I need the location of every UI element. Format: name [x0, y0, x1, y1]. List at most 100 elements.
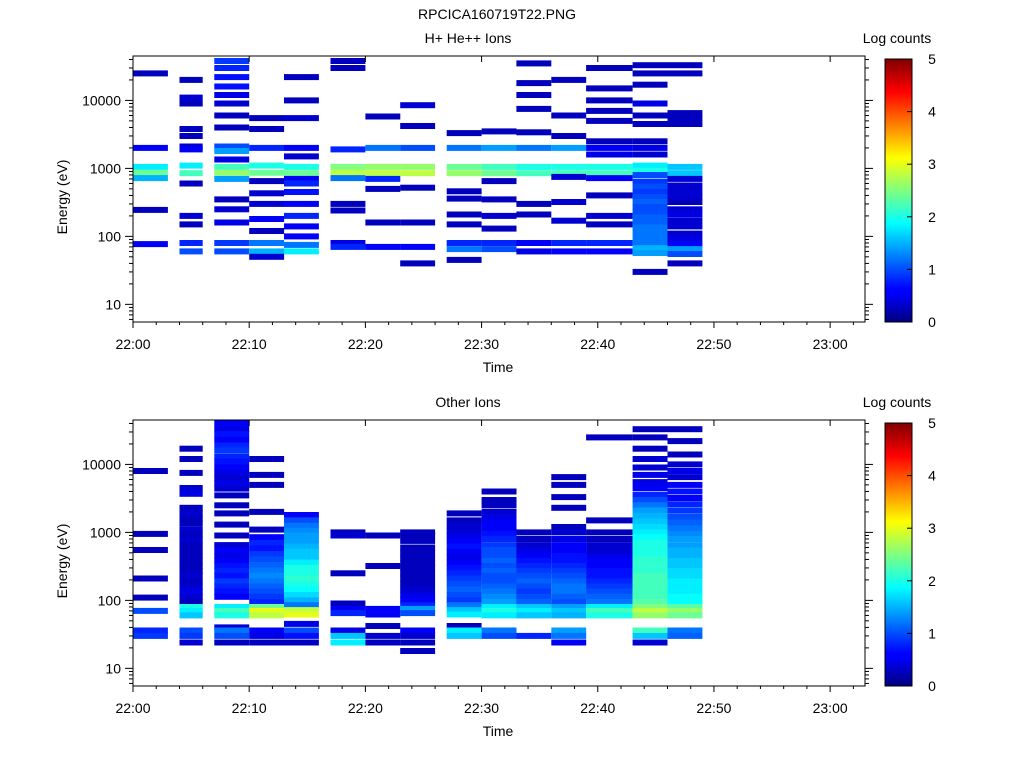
heatmap-cell: [284, 180, 319, 187]
heatmap-cell: [586, 221, 633, 228]
heatmap-cell: [551, 248, 587, 255]
heatmap-cell: [632, 593, 668, 600]
heatmap-cell: [667, 563, 703, 569]
heatmap-cell: [667, 627, 703, 634]
heatmap-cell: [284, 153, 319, 160]
heatmap-cell: [632, 627, 668, 634]
heatmap-cell: [179, 180, 203, 187]
heatmap-cell: [632, 497, 668, 503]
heatmap-cell: [481, 178, 517, 185]
heatmap-cell: [284, 97, 319, 104]
heatmap-cell: [249, 578, 285, 585]
heatmap-cell: [446, 575, 482, 582]
heatmap-cell: [179, 469, 203, 476]
heatmap-cell: [214, 568, 250, 574]
heatmap-cell: [632, 502, 668, 509]
heatmap-cell: [214, 83, 250, 90]
heatmap-cell: [400, 575, 436, 582]
heatmap-cell: [551, 627, 587, 634]
heatmap-cell: [632, 518, 668, 525]
heatmap-cell: [632, 598, 668, 605]
colorbar-tick-label: 4: [928, 468, 936, 484]
heatmap-cell: [284, 580, 319, 587]
heatmap-cell: [586, 517, 633, 524]
heatmap-cell: [249, 126, 285, 132]
heatmap-cell: [632, 81, 668, 88]
heatmap-cell: [365, 113, 401, 120]
heatmap-cell: [586, 240, 633, 246]
heatmap-cell: [667, 163, 703, 170]
heatmap-cells: [133, 58, 703, 275]
colorbar-label: Log counts: [863, 30, 932, 46]
heatmap-cell: [632, 445, 668, 452]
heatmap-cell: [214, 632, 250, 639]
heatmap-cell: [667, 223, 703, 230]
heatmap-cell: [400, 602, 436, 609]
heatmap-cell: [667, 598, 703, 605]
heatmap-cell: [446, 537, 482, 544]
heatmap-cell: [214, 480, 250, 487]
heatmap-cell: [133, 70, 168, 77]
heatmap-cell: [586, 568, 633, 574]
heatmap-cell: [516, 60, 552, 67]
heatmap-cell: [133, 530, 168, 537]
heatmap-cell: [667, 612, 703, 619]
heatmap-cell: [214, 612, 250, 619]
heatmap-cell: [516, 144, 552, 151]
heatmap-cell: [365, 170, 401, 177]
heatmap-cell: [516, 547, 552, 554]
heatmap-cell: [516, 604, 552, 610]
colorbar-label: Log counts: [863, 394, 932, 410]
x-tick-label: 22:00: [115, 700, 150, 716]
heatmap-cell: [446, 592, 482, 598]
heatmap-cell: [632, 229, 668, 236]
heatmap-cell: [330, 240, 366, 246]
heatmap-cell: [284, 632, 319, 639]
heatmap-cell: [632, 162, 668, 169]
heatmap-cell: [400, 639, 436, 646]
heatmap-cell: [632, 545, 668, 552]
heatmap-cell: [133, 547, 168, 553]
heatmap-cell: [551, 199, 587, 205]
heatmap-cell: [400, 605, 436, 612]
heatmap-cell: [632, 572, 668, 579]
heatmap-cell: [365, 532, 401, 539]
heatmap-cell: [551, 170, 587, 177]
heatmap-cell: [586, 553, 633, 559]
colorbar-tick-label: 3: [928, 520, 936, 536]
heatmap-cell: [446, 170, 482, 177]
x-tick-label: 22:40: [580, 700, 615, 716]
colorbar: 0 1 2 3 4 5 Log counts: [863, 30, 936, 330]
heatmap-cell: [284, 554, 319, 561]
heatmap-cell: [446, 607, 482, 614]
heatmap-cell: [249, 598, 285, 605]
heatmap-cell: [249, 534, 285, 541]
heatmap-cell: [586, 151, 633, 158]
heatmap-cell: [214, 485, 250, 492]
heatmap-cell: [214, 92, 250, 98]
heatmap-cell: [179, 542, 203, 549]
heatmap-cell: [284, 527, 319, 534]
heatmap-cell: [481, 128, 517, 135]
heatmap-cell: [214, 240, 250, 246]
heatmap-cell: [667, 632, 703, 639]
y-tick-label: 1000: [90, 524, 121, 540]
heatmap-cell: [214, 542, 250, 549]
heatmap-cell: [481, 212, 517, 219]
heatmap-cell: [284, 548, 319, 555]
heatmap-cell: [551, 529, 587, 536]
heatmap-cell: [667, 604, 703, 610]
heatmap-cell: [586, 144, 633, 151]
heatmap-cell: [446, 240, 482, 246]
heatmap-cell: [214, 532, 250, 539]
heatmap-cell: [481, 578, 517, 585]
heatmap-cell: [400, 580, 436, 587]
heatmap-cell: [249, 216, 285, 222]
heatmap-cell: [516, 588, 552, 595]
heatmap-cell: [179, 76, 203, 83]
heatmap-cell: [365, 632, 401, 639]
heatmap-cell: [586, 170, 633, 177]
heatmap-cell: [481, 558, 517, 564]
heatmap-cell: [667, 175, 703, 182]
heatmap-cell: [586, 547, 633, 554]
